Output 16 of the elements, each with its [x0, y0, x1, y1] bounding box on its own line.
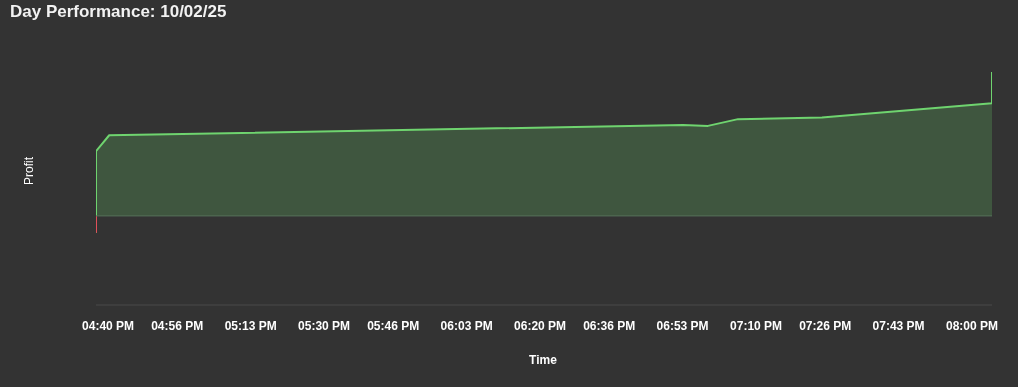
- x-tick-label: 07:10 PM: [730, 318, 783, 333]
- x-tick-label: 06:53 PM: [656, 318, 709, 333]
- y-axis-title: Profit: [22, 156, 36, 185]
- chart-title: Day Performance: 10/02/25: [10, 2, 227, 22]
- x-tick-label: 05:46 PM: [367, 318, 420, 333]
- x-tick-label: 04:40 PM: [82, 318, 135, 333]
- x-tick-label: 07:43 PM: [872, 318, 925, 333]
- x-axis-title: Time: [528, 353, 558, 367]
- x-tick-label: 07:26 PM: [799, 318, 852, 333]
- x-tick-label: 06:03 PM: [440, 318, 493, 333]
- x-tick-label: 05:30 PM: [298, 318, 351, 333]
- x-tick-label: 08:00 PM: [946, 318, 999, 333]
- x-tick-label: 06:36 PM: [583, 318, 636, 333]
- x-tick-label: 05:13 PM: [224, 318, 277, 333]
- x-tick-label: 04:56 PM: [151, 318, 204, 333]
- x-tick-label: 06:20 PM: [514, 318, 567, 333]
